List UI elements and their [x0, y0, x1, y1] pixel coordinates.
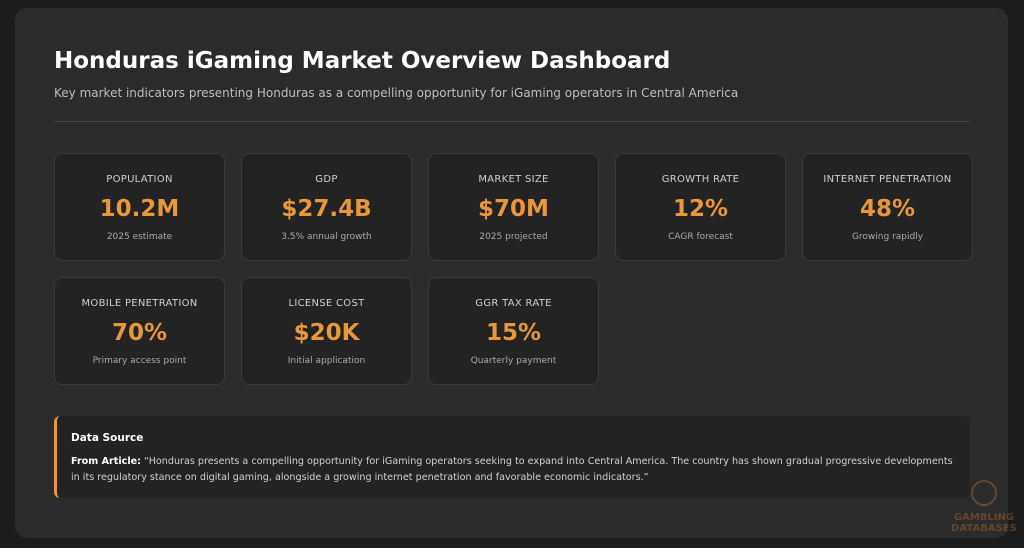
card-value: 48%	[859, 196, 916, 222]
card-value: 10.2M	[99, 196, 180, 222]
card-value: 15%	[485, 320, 542, 346]
stat-cards: POPULATION 10.2M 2025 estimate GDP $27.4B 3.5…	[54, 153, 973, 385]
card-note: Initial application	[287, 356, 366, 366]
card-label: GGR TAX RATE	[475, 298, 552, 309]
card-note: 2025 projected	[479, 232, 548, 242]
stat-card: MARKET SIZE $70M 2025 projected	[428, 153, 599, 261]
stat-card: GGR TAX RATE 15% Quarterly payment	[428, 277, 599, 385]
card-value: 70%	[111, 320, 168, 346]
source-lead: From Article:	[71, 456, 141, 467]
card-note: Primary access point	[92, 356, 187, 366]
dashboard-subtitle: Key market indicators presenting Hondura…	[54, 86, 739, 100]
card-note: CAGR forecast	[668, 232, 733, 242]
card-label: GROWTH RATE	[661, 174, 740, 185]
stat-card: INTERNET PENETRATION 48% Growing rapidly	[802, 153, 973, 261]
card-label: POPULATION	[106, 174, 173, 185]
card-value: $70M	[478, 196, 549, 222]
dashboard-title: Honduras iGaming Market Overview Dashboa…	[54, 48, 671, 74]
card-note: Growing rapidly	[851, 232, 924, 242]
logo-ring	[971, 480, 997, 506]
card-value: $20K	[293, 320, 360, 346]
stat-card: GDP $27.4B 3.5% annual growth	[241, 153, 412, 261]
watermark: GAMBLING DATABASES	[948, 478, 1020, 534]
stat-card: POPULATION 10.2M 2025 estimate	[54, 153, 225, 261]
source-heading: Data Source	[71, 432, 144, 444]
divider	[54, 121, 970, 122]
watermark-line: DATABASES	[951, 523, 1017, 534]
stat-card: LICENSE COST $20K Initial application	[241, 277, 412, 385]
source-box: Data Source From Article: “Honduras pres…	[54, 416, 970, 498]
card-label: INTERNET PENETRATION	[823, 174, 952, 185]
stat-card: GROWTH RATE 12% CAGR forecast	[615, 153, 786, 261]
dashboard-panel: Honduras iGaming Market Overview Dashboa…	[15, 8, 1008, 538]
card-label: MOBILE PENETRATION	[81, 298, 198, 309]
card-label: GDP	[315, 174, 338, 185]
watermark-line: GAMBLING	[953, 512, 1015, 523]
card-label: MARKET SIZE	[478, 174, 549, 185]
card-note: Quarterly payment	[470, 356, 557, 366]
stat-card: MOBILE PENETRATION 70% Primary access poin…	[54, 277, 225, 385]
card-note: 3.5% annual growth	[281, 232, 372, 242]
card-value: 12%	[672, 196, 729, 222]
card-value: $27.4B	[281, 196, 372, 222]
card-label: LICENSE COST	[288, 298, 365, 309]
card-note: 2025 estimate	[106, 232, 173, 242]
watermark-logo	[971, 480, 997, 506]
source-body: From Article: “Honduras presents a compe…	[71, 454, 956, 486]
source-text: “Honduras presents a compelling opportun…	[71, 456, 953, 483]
